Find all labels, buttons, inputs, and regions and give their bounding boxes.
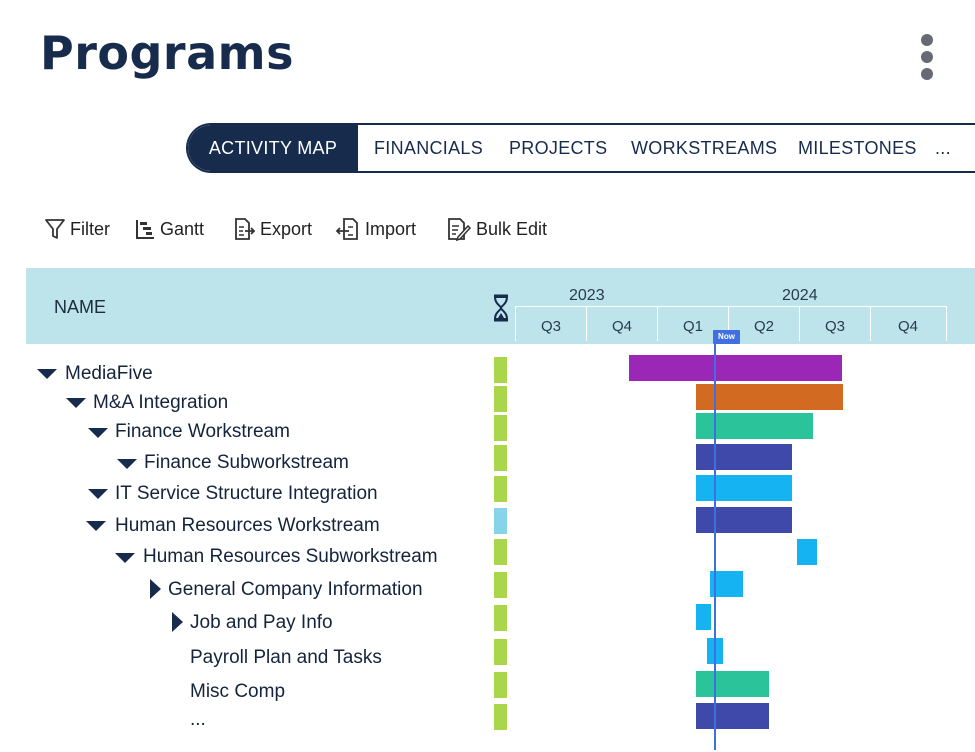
status-indicator	[494, 572, 507, 598]
export-icon	[232, 217, 256, 241]
gantt-bar-it-service-structure-integration[interactable]	[696, 475, 792, 501]
filter-icon	[44, 217, 66, 241]
gantt-bar-ma-integration[interactable]	[696, 384, 843, 410]
gantt-bar-finance-subworkstream[interactable]	[696, 444, 792, 470]
quarter-label: Q3	[516, 307, 587, 341]
row-label-payroll-plan-and-tasks[interactable]: Payroll Plan and Tasks	[190, 647, 382, 668]
expand-toggle-icon[interactable]	[172, 612, 183, 632]
row-label-more[interactable]: ...	[190, 709, 206, 730]
quarter-scale: Q3 Q4 Q1 Q2 Q3 Q4	[515, 306, 947, 341]
now-badge: Now	[713, 330, 740, 344]
row-label-mediafive[interactable]: MediaFive	[65, 363, 153, 384]
import-label: Import	[365, 218, 417, 239]
quarter-label: Q2	[729, 307, 800, 341]
gantt-button[interactable]: Gantt	[134, 215, 204, 243]
tab-financials[interactable]: FINANCIALS	[374, 138, 484, 158]
status-indicator	[494, 445, 507, 471]
bulk-edit-icon	[446, 217, 472, 241]
filter-button[interactable]: Filter	[44, 215, 110, 243]
quarter-label: Q3	[800, 307, 871, 341]
collapse-toggle-icon[interactable]	[88, 489, 108, 499]
bulk-edit-label: Bulk Edit	[476, 218, 548, 239]
row-label-finance-workstream[interactable]: Finance Workstream	[115, 421, 290, 442]
gantt-bar-human-resources-subworkstream[interactable]	[797, 539, 817, 565]
status-indicator	[494, 539, 507, 565]
tab-milestones[interactable]: MILESTONES	[798, 138, 917, 158]
row-label-job-and-pay-info[interactable]: Job and Pay Info	[190, 612, 333, 633]
export-label: Export	[260, 218, 313, 239]
tab-more[interactable]: ...	[935, 138, 951, 158]
quarter-label: Q4	[897, 318, 918, 335]
export-button[interactable]: Export	[232, 215, 312, 243]
tab-bar: ACTIVITY MAP FINANCIALS PROJECTS WORKSTR…	[186, 123, 975, 173]
row-label-misc-comp[interactable]: Misc Comp	[190, 681, 286, 702]
collapse-toggle-icon[interactable]	[88, 428, 108, 438]
now-line	[714, 344, 716, 750]
year-label-2023: 2023	[569, 287, 605, 304]
collapse-toggle-icon[interactable]	[115, 553, 135, 563]
row-label-human-resources-subworkstream[interactable]: Human Resources Subworkstream	[143, 546, 438, 567]
more-vertical-icon[interactable]	[918, 34, 936, 80]
status-indicator	[494, 415, 507, 441]
quarter-label: Q1	[658, 307, 729, 341]
tab-projects[interactable]: PROJECTS	[509, 138, 608, 158]
status-indicator	[494, 672, 507, 698]
hourglass-icon[interactable]	[491, 294, 511, 322]
gantt-bar-human-resources-workstream[interactable]	[696, 507, 792, 533]
row-label-finance-subworkstream[interactable]: Finance Subworkstream	[144, 452, 349, 473]
status-indicator	[494, 605, 507, 631]
status-indicator	[494, 357, 507, 383]
tab-activity-map[interactable]: ACTIVITY MAP	[188, 125, 358, 171]
gantt-bar-more[interactable]	[696, 703, 769, 729]
collapse-toggle-icon[interactable]	[66, 398, 86, 408]
status-indicator	[494, 508, 507, 534]
gantt-bar-mediafive[interactable]	[629, 355, 842, 381]
collapse-toggle-icon[interactable]	[117, 459, 137, 469]
filter-label: Filter	[70, 218, 110, 239]
status-indicator	[494, 476, 507, 502]
quarter-label: Q4	[587, 307, 658, 341]
gantt-bar-misc-comp[interactable]	[696, 671, 769, 697]
status-indicator	[494, 704, 507, 730]
import-icon	[335, 217, 361, 241]
collapse-toggle-icon[interactable]	[37, 369, 57, 379]
tab-workstreams[interactable]: WORKSTREAMS	[631, 138, 778, 158]
bulk-edit-button[interactable]: Bulk Edit	[446, 215, 547, 243]
row-label-it-service-structure-integration[interactable]: IT Service Structure Integration	[115, 483, 378, 504]
row-label-general-company-information[interactable]: General Company Information	[168, 579, 423, 600]
import-button[interactable]: Import	[335, 215, 416, 243]
expand-toggle-icon[interactable]	[150, 579, 161, 599]
status-indicator	[494, 639, 507, 665]
gantt-icon	[134, 217, 156, 241]
collapse-toggle-icon[interactable]	[86, 521, 106, 531]
year-label-2024: 2024	[782, 287, 818, 304]
page-title: Programs	[40, 26, 294, 80]
row-label-human-resources-workstream[interactable]: Human Resources Workstream	[115, 515, 380, 536]
status-indicator	[494, 386, 507, 412]
gantt-bar-job-and-pay-info[interactable]	[696, 604, 711, 630]
gantt-label: Gantt	[160, 218, 205, 239]
name-column-header[interactable]: NAME	[54, 297, 107, 317]
row-label-ma-integration[interactable]: M&A Integration	[93, 392, 229, 413]
